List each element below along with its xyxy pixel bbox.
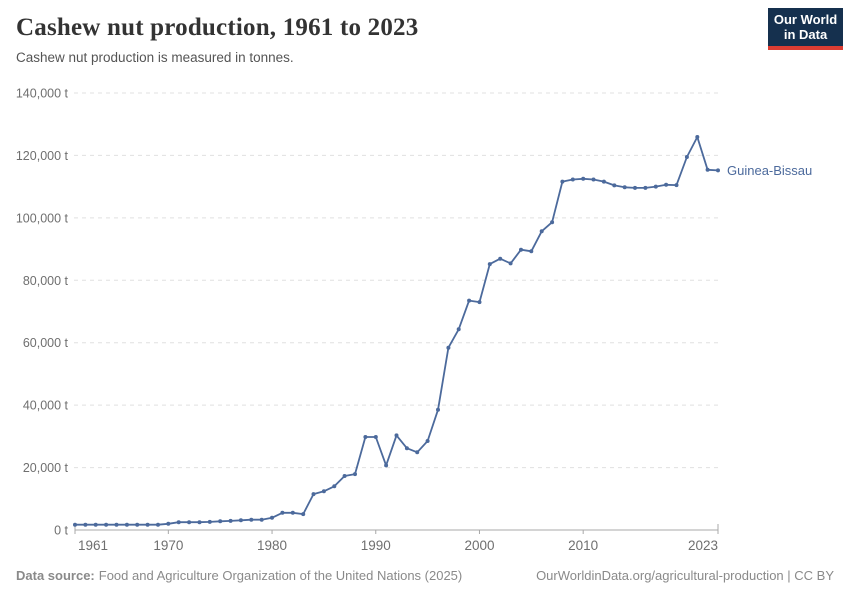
data-point <box>415 450 420 455</box>
data-point <box>612 183 617 188</box>
data-point <box>684 155 689 159</box>
data-point <box>539 229 544 234</box>
data-point <box>373 435 378 439</box>
data-point <box>228 518 233 523</box>
x-tick-label: 1980 <box>257 538 287 553</box>
x-tick-label: 2000 <box>464 538 494 553</box>
x-tick-label: 2010 <box>568 538 598 553</box>
data-point <box>135 522 140 527</box>
data-point <box>270 515 274 520</box>
data-point <box>83 522 88 527</box>
data-point <box>633 185 637 190</box>
footer-link[interactable]: OurWorldinData.org/agricultural-producti… <box>536 568 834 583</box>
data-point <box>342 474 347 478</box>
chart-subtitle: Cashew nut production is measured in ton… <box>16 50 294 65</box>
data-point <box>238 518 243 523</box>
data-point <box>311 492 316 497</box>
data-point <box>259 517 264 522</box>
data-point <box>404 446 409 451</box>
data-point <box>570 177 575 182</box>
data-point <box>591 177 596 182</box>
x-tick-label: 2023 <box>688 538 718 553</box>
data-point <box>436 407 440 412</box>
data-point <box>560 179 565 184</box>
data-point <box>176 520 181 525</box>
data-point <box>487 262 492 267</box>
x-tick-label: 1990 <box>361 538 391 553</box>
data-source-label: Data source: <box>16 568 95 583</box>
data-point <box>695 135 700 139</box>
y-tick-label: 40,000 t <box>23 399 69 413</box>
data-point <box>290 510 295 515</box>
data-source: Data source: Food and Agriculture Organiz… <box>16 568 462 583</box>
entity-label[interactable]: Guinea-Bissau <box>727 163 812 178</box>
data-point <box>207 519 212 524</box>
data-point <box>321 489 326 494</box>
owid-logo-line1: Our World <box>773 12 838 27</box>
data-point <box>114 522 119 527</box>
y-tick-label: 60,000 t <box>23 336 69 350</box>
data-point <box>394 433 399 438</box>
data-point <box>197 520 202 525</box>
owid-logo-line2: in Data <box>783 27 828 42</box>
data-point <box>456 327 461 332</box>
data-point <box>425 439 430 443</box>
data-point <box>104 522 109 527</box>
data-point <box>519 247 523 252</box>
data-point <box>124 522 129 527</box>
data-point <box>301 512 306 517</box>
data-point <box>145 522 150 527</box>
x-tick-label: 1961 <box>78 538 108 553</box>
data-point <box>550 220 555 225</box>
data-point <box>529 249 534 254</box>
y-tick-label: 120,000 t <box>16 149 69 163</box>
data-point <box>446 345 451 350</box>
data-point <box>643 185 648 190</box>
x-tick-label: 1970 <box>153 538 183 553</box>
data-point <box>156 522 160 527</box>
y-tick-label: 140,000 t <box>16 87 69 101</box>
data-point <box>653 184 658 189</box>
data-point <box>93 522 98 527</box>
data-line <box>75 136 719 526</box>
chart-footer: Data source: Food and Agriculture Organiz… <box>16 568 834 583</box>
y-tick-label: 0 t <box>54 524 68 538</box>
data-point <box>384 463 389 468</box>
data-point <box>353 472 357 477</box>
y-tick-label: 100,000 t <box>16 211 69 225</box>
y-tick-label: 80,000 t <box>23 274 69 288</box>
data-source-text: Food and Agriculture Organization of the… <box>98 568 463 583</box>
data-point <box>187 520 192 525</box>
data-point <box>249 517 254 522</box>
data-point <box>674 183 679 188</box>
data-point <box>705 167 710 172</box>
owid-logo[interactable]: Our World in Data <box>768 8 843 50</box>
data-point <box>477 300 482 305</box>
data-point <box>332 484 337 489</box>
y-tick-label: 20,000 t <box>23 461 69 475</box>
data-point <box>73 522 77 527</box>
data-point <box>581 176 586 181</box>
data-point <box>508 261 513 266</box>
data-point <box>664 182 669 187</box>
data-point <box>166 521 171 526</box>
data-point <box>716 168 720 173</box>
data-point <box>622 185 627 190</box>
data-point <box>280 510 285 515</box>
data-point <box>498 256 503 261</box>
data-point <box>363 435 368 439</box>
data-point <box>218 519 223 524</box>
data-point <box>601 179 606 184</box>
data-point <box>467 298 472 303</box>
chart-title: Cashew nut production, 1961 to 2023 <box>16 14 419 41</box>
